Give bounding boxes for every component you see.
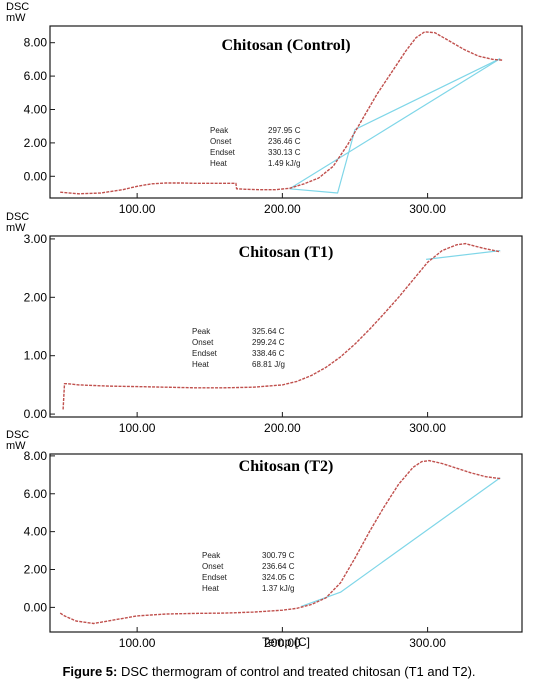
annotation-value: 299.24 C <box>252 338 285 347</box>
y-tick-label: 0.00 <box>24 600 48 614</box>
y-tick-label: 2.00 <box>24 136 48 150</box>
annotation-label: Heat <box>202 584 220 593</box>
y-tick-label: 4.00 <box>24 525 48 539</box>
annotation-label: Endset <box>192 349 218 358</box>
annotation-value: 324.05 C <box>262 573 295 582</box>
x-tick-label: 100.00 <box>119 421 156 435</box>
annotation-label: Heat <box>192 360 210 369</box>
annotation-value: 338.46 C <box>252 349 285 358</box>
y-axis-label: DSC <box>6 429 29 441</box>
y-tick-label: 6.00 <box>24 69 48 83</box>
annotation-label: Onset <box>192 338 214 347</box>
y-tick-label: 3.00 <box>24 232 48 246</box>
plot-frame <box>49 25 523 199</box>
dsc-curve-line <box>62 242 501 410</box>
annotation-value: 236.46 C <box>268 137 301 146</box>
y-axis-label: DSC <box>6 211 29 223</box>
annotation-value: 330.13 C <box>268 148 301 157</box>
annotation-value: 297.95 C <box>268 126 301 135</box>
y-tick-label: 8.00 <box>24 36 48 50</box>
x-axis-label: Temp [C] <box>262 635 310 649</box>
x-tick-label: 100.00 <box>119 202 156 216</box>
x-tick-label: 200.00 <box>264 202 301 216</box>
y-tick-label: 6.00 <box>24 487 48 501</box>
annotation-label: Endset <box>210 148 236 157</box>
y-tick-label: 4.00 <box>24 102 48 116</box>
y-tick-label: 0.00 <box>24 169 48 183</box>
x-tick-label: 100.00 <box>119 636 156 650</box>
x-tick-label: 300.00 <box>409 421 446 435</box>
annotation-label: Endset <box>202 573 228 582</box>
annotation-label: Onset <box>210 137 232 146</box>
y-axis-label: mW <box>6 12 26 24</box>
x-tick-label: 200.00 <box>264 636 301 650</box>
y-tick-label: 2.00 <box>24 563 48 577</box>
baseline-line <box>289 58 501 194</box>
annotation-value: 325.64 C <box>252 327 285 336</box>
annotation-label: Onset <box>202 562 224 571</box>
x-tick-label: 300.00 <box>409 202 446 216</box>
annotation-value: 1.49 kJ/g <box>268 159 300 168</box>
plot-frame <box>49 453 523 633</box>
x-tick-label: 200.00 <box>264 421 301 435</box>
y-axis-label: DSC <box>6 1 29 13</box>
plot-frame <box>49 235 523 418</box>
y-tick-label: 0.00 <box>24 407 48 421</box>
chart-title: Chitosan (Control) <box>221 37 350 54</box>
annotation-label: Heat <box>210 159 228 168</box>
annotation-value: 236.64 C <box>262 562 295 571</box>
y-axis-label: mW <box>6 222 26 234</box>
x-tick-label: 300.00 <box>409 636 446 650</box>
y-axis-label: mW <box>6 440 26 452</box>
annotation-value: 1.37 kJ/g <box>262 584 294 593</box>
annotation-label: Peak <box>192 327 211 336</box>
figure-caption-text: DSC thermogram of control and treated ch… <box>120 664 476 679</box>
y-tick-label: 2.00 <box>24 290 48 304</box>
chart-title: Chitosan (T2) <box>239 458 334 475</box>
baseline-line <box>289 58 501 190</box>
annotation-value: 300.79 C <box>262 551 295 560</box>
dsc-curve-line <box>60 31 504 195</box>
baseline-line <box>300 477 501 607</box>
annotation-label: Peak <box>210 126 229 135</box>
y-tick-label: 1.00 <box>24 349 48 363</box>
annotation-value: 68.81 J/g <box>252 360 285 369</box>
y-tick-label: 8.00 <box>24 449 48 463</box>
baseline-line <box>426 250 501 260</box>
chart-title: Chitosan (T1) <box>239 244 334 261</box>
dsc-curve-line <box>59 459 501 625</box>
annotation-label: Peak <box>202 551 221 560</box>
figure-caption: Figure 5: DSC thermogram of control and … <box>0 664 538 679</box>
figure-caption-label: Figure 5: <box>62 664 118 679</box>
